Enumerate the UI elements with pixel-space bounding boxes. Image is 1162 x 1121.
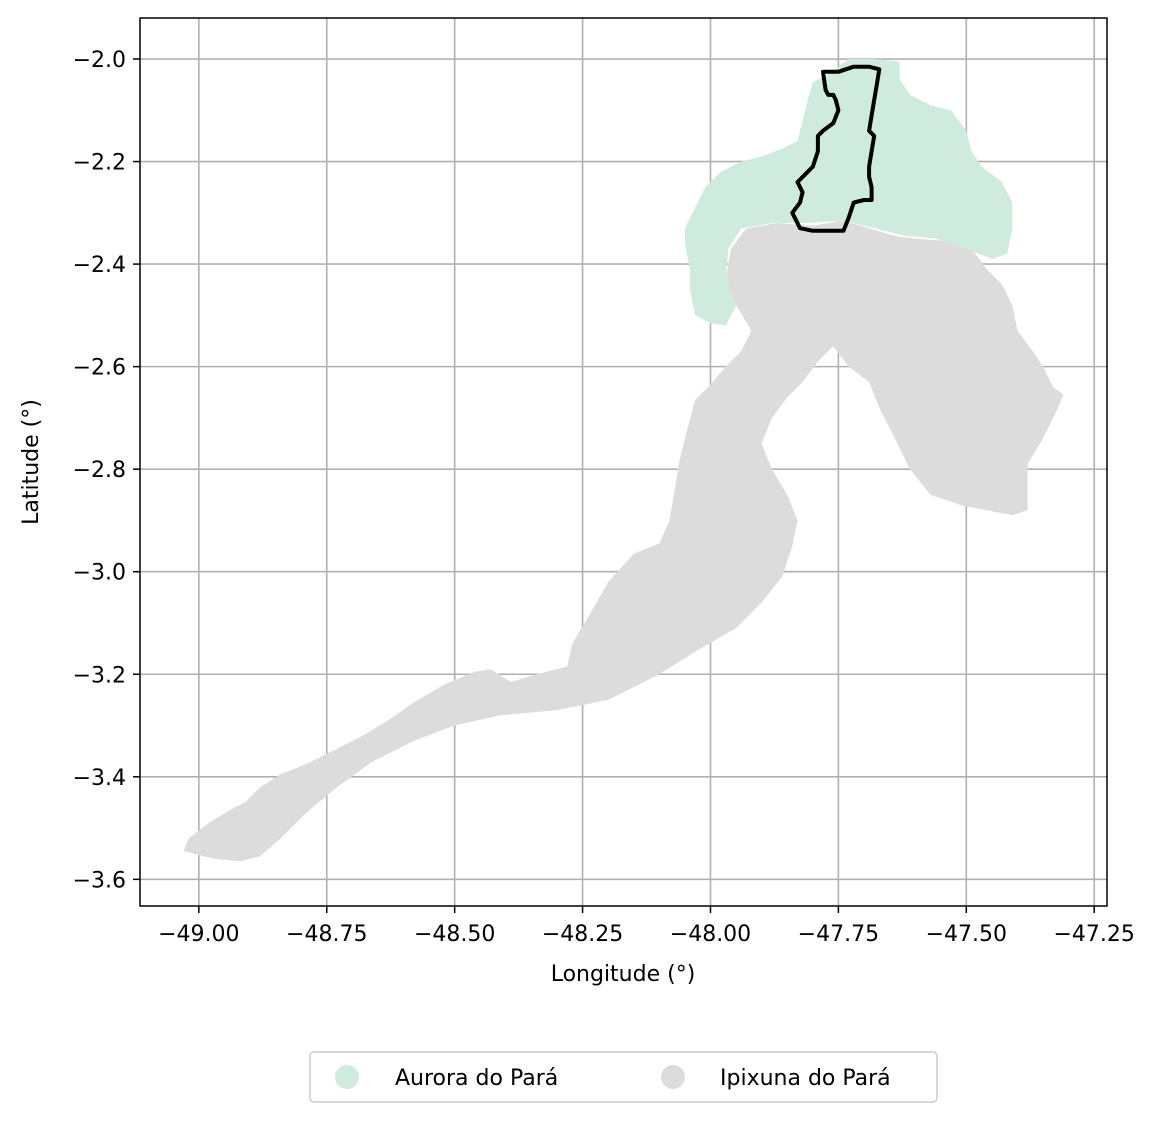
x-tick-label: −48.50 — [414, 922, 495, 947]
y-tick-label: −3.0 — [73, 561, 126, 586]
y-axis-ticks: −2.0 −2.2 −2.4 −2.6 −2.8 −3.0 −3.2 −3.4 −3.6 — [73, 48, 140, 893]
legend-marker-ipixuna — [661, 1065, 685, 1089]
x-tick-label: −48.25 — [542, 922, 623, 947]
outline-layer — [790, 64, 882, 233]
plot-frame — [139, 17, 1108, 907]
legend: Aurora do Pará Ipixuna do Pará — [309, 1051, 938, 1103]
y-tick-label: −2.0 — [73, 48, 126, 73]
y-tick-label: −2.8 — [73, 458, 126, 483]
y-tick-label: −2.4 — [73, 253, 126, 278]
x-tick-label: −47.75 — [798, 922, 879, 947]
y-tick-label: −3.4 — [73, 766, 126, 791]
region-ipixuna — [183, 220, 1064, 862]
x-tick-label: −47.25 — [1053, 922, 1134, 947]
x-tick-label: −48.75 — [286, 922, 367, 947]
y-tick-label: −3.6 — [73, 868, 126, 893]
x-axis-label: Longitude (°) — [551, 962, 696, 987]
y-tick-label: −2.6 — [73, 356, 126, 381]
selected-area-outline — [790, 64, 882, 233]
legend-label-aurora: Aurora do Pará — [395, 1066, 558, 1091]
x-tick-label: −49.00 — [158, 922, 239, 947]
legend-marker-aurora — [335, 1065, 359, 1089]
x-tick-label: −47.50 — [926, 922, 1007, 947]
legend-box — [309, 1051, 938, 1103]
region-aurora — [684, 59, 1013, 326]
x-tick-label: −48.00 — [670, 922, 751, 947]
y-tick-label: −2.2 — [73, 151, 126, 176]
y-axis-label: Latitude (°) — [19, 399, 44, 525]
x-axis-ticks: −49.00 −48.75 −48.50 −48.25 −48.00 −47.75 −47.… — [158, 906, 1135, 947]
y-tick-label: −3.2 — [73, 663, 126, 688]
map-regions — [183, 59, 1064, 862]
legend-label-ipixuna: Ipixuna do Pará — [720, 1066, 891, 1091]
